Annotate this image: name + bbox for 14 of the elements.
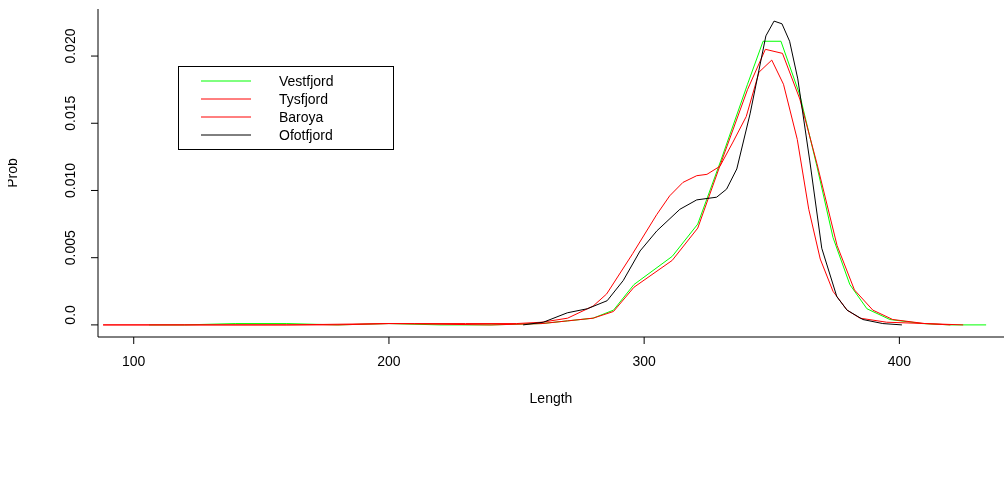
legend-label: Baroya	[279, 109, 324, 125]
legend-label: Ofotfjord	[279, 127, 333, 143]
x-tick-label: 400	[887, 352, 912, 369]
x-tick-label: 300	[632, 352, 657, 369]
y-tick-label: 0.015	[62, 95, 78, 131]
x-tick-label: 200	[377, 352, 401, 369]
legend-label: Vestfjord	[279, 73, 334, 89]
x-axis-title: Length	[529, 390, 573, 406]
y-tick-label: 0.005	[62, 229, 78, 266]
legend-label: Tysfjord	[279, 91, 329, 107]
x-tick-label: 100	[122, 352, 146, 369]
y-tick-label: 0.0	[62, 304, 78, 325]
y-tick-label: 0.010	[62, 162, 78, 198]
y-tick-label: 0.020	[62, 28, 78, 64]
